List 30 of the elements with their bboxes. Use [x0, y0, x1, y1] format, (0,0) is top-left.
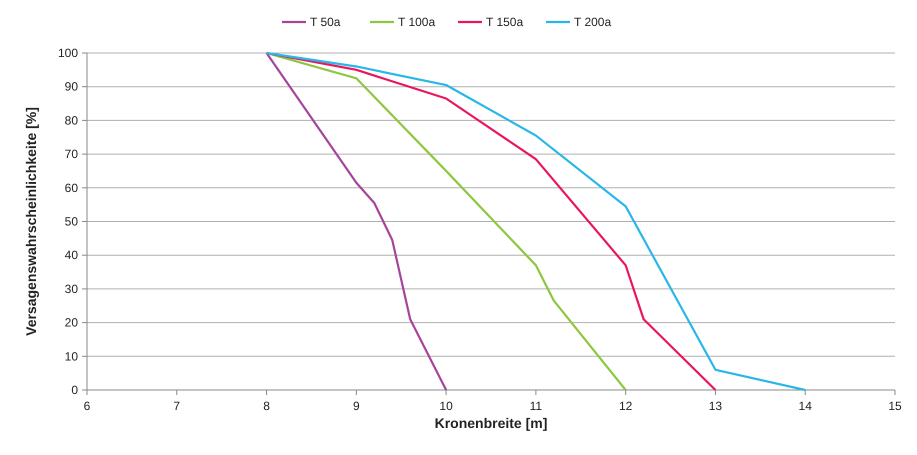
x-tick-label: 7: [173, 399, 180, 413]
y-tick-label: 60: [64, 180, 78, 195]
y-tick-label: 10: [64, 349, 78, 364]
x-tick-label: 6: [84, 399, 91, 413]
y-axis-title: Versagenswahrscheinlichkeite [%]: [23, 107, 39, 336]
y-tick-label: 20: [64, 316, 78, 330]
y-tick-label: 70: [64, 147, 78, 162]
line-series: [265, 52, 806, 392]
y-tick-label: 100: [58, 46, 78, 60]
x-tick-label: 13: [708, 399, 722, 413]
y-tick-label: 50: [64, 214, 78, 228]
x-tick-label: 15: [888, 399, 902, 413]
legend-label: T 50a: [310, 15, 341, 29]
y-tick-label: 40: [64, 248, 78, 262]
x-axis-title: Kronenbreite [m]: [434, 415, 548, 431]
y-tick-label: 0: [71, 383, 78, 397]
x-tick-label: 8: [263, 399, 270, 413]
y-tick-label: 80: [64, 113, 78, 128]
x-tick-label: 10: [439, 399, 454, 413]
legend-label: T 150a: [486, 15, 524, 29]
x-tick-label: 12: [618, 399, 633, 413]
line-series: [265, 52, 448, 392]
legend-label: T 100a: [398, 15, 436, 29]
y-tick-label: 90: [64, 80, 78, 94]
legend-label: T 200a: [574, 15, 612, 29]
line-series: [265, 52, 627, 392]
y-tick-label: 30: [64, 282, 78, 296]
x-tick-label: 9: [352, 399, 360, 413]
x-tick-label: 11: [530, 399, 542, 413]
x-tick-label: 14: [798, 399, 812, 413]
